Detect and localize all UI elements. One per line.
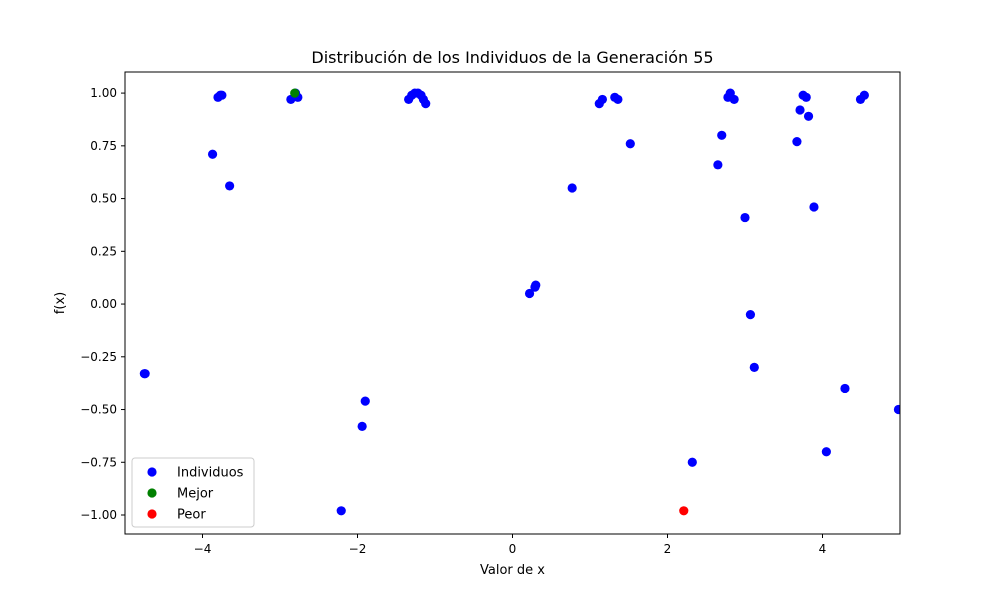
point-individuos (217, 90, 227, 100)
legend: Individuos Mejor Peor (131, 457, 255, 528)
point-individuos (801, 92, 811, 102)
y-tick-label: −0.50 (80, 403, 117, 417)
legend-marker (147, 509, 157, 519)
legend-label: Mejor (177, 487, 214, 502)
x-tick-label: 2 (664, 542, 672, 556)
point-individuos (336, 506, 346, 516)
x-tick-label: 0 (509, 542, 517, 556)
point-individuos (597, 94, 608, 105)
x-tick-label: −2 (349, 542, 367, 556)
y-tick-label: 0.25 (90, 244, 117, 258)
y-tick-label: 0.00 (90, 297, 117, 311)
point-individuos (421, 99, 431, 109)
x-axis-label: Valor de x (480, 563, 545, 578)
point-individuos (803, 111, 814, 121)
point-individuos (531, 280, 541, 290)
legend-marker (147, 488, 157, 498)
point-individuos (613, 94, 623, 105)
y-tick-label: −0.25 (80, 350, 117, 364)
point-individuos (225, 181, 235, 191)
x-tick-label: −4 (194, 542, 212, 556)
point-individuos (893, 404, 900, 415)
point-individuos (357, 421, 367, 432)
point-individuos (207, 149, 218, 159)
ticks-layer: −4 −2 0 2 4 −1.00 −0.75 −0.50 −0.25 0.00 0.25 0.50 0… (80, 86, 826, 556)
scatter-points (139, 88, 900, 516)
point-mejor (290, 88, 300, 98)
point-individuos (567, 183, 577, 193)
point-individuos (749, 362, 759, 372)
point-individuos (745, 310, 756, 320)
point-individuos (729, 94, 739, 105)
y-tick-label: 0.50 (90, 192, 117, 206)
legend-label: Individuos (177, 466, 244, 481)
point-individuos (840, 383, 850, 394)
point-individuos (687, 457, 697, 467)
point-individuos (360, 396, 370, 406)
point-individuos (859, 90, 869, 100)
point-individuos (625, 139, 635, 149)
legend-label: Peor (177, 508, 206, 523)
point-individuos (795, 105, 805, 115)
point-individuos (140, 369, 150, 379)
x-tick-label: 4 (819, 542, 827, 556)
point-individuos (524, 288, 535, 299)
point-peor (679, 506, 689, 516)
y-tick-label: 1.00 (90, 86, 117, 100)
point-individuos (792, 137, 802, 147)
chart-title: Distribución de los Individuos de la Gen… (311, 48, 713, 67)
y-tick-label: 0.75 (90, 139, 117, 153)
points-layer (139, 88, 900, 516)
legend-marker (147, 467, 157, 477)
point-individuos (809, 202, 819, 212)
legend-box (131, 457, 255, 528)
point-individuos (713, 160, 723, 170)
point-individuos (717, 130, 727, 140)
point-individuos (821, 447, 831, 457)
y-tick-label: −1.00 (80, 508, 117, 522)
y-axis-label: f(x) (53, 292, 68, 314)
y-tick-label: −0.75 (80, 455, 117, 469)
point-individuos (740, 212, 750, 223)
